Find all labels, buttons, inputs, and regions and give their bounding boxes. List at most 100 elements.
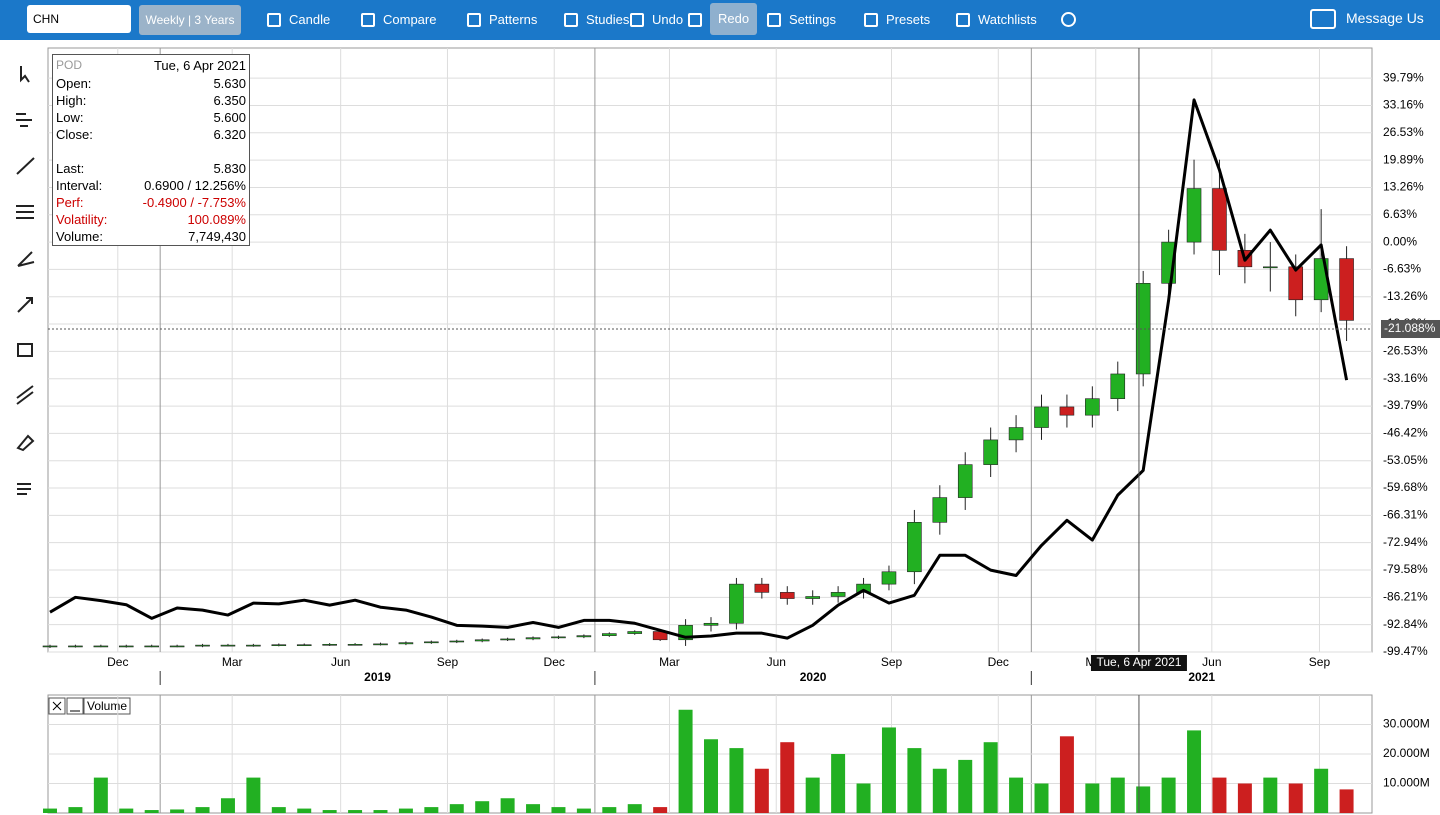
fib-tool[interactable] xyxy=(16,205,34,219)
toolbar-button[interactable]: Settings xyxy=(789,12,836,27)
channel-tool[interactable] xyxy=(16,385,34,405)
info-row: Interval: 0.6900 / 12.256% xyxy=(56,177,246,194)
volume-bar xyxy=(1161,777,1176,813)
drawing-tools[interactable] xyxy=(16,66,35,495)
button-icon xyxy=(767,13,781,27)
y-tick-label: -99.47% xyxy=(1383,644,1428,658)
volume-bar xyxy=(195,807,210,813)
annotate-tool[interactable] xyxy=(16,434,35,452)
line-tool[interactable] xyxy=(16,157,35,175)
info-value: 7,749,430 xyxy=(188,229,246,244)
info-date: Tue, 6 Apr 2021 xyxy=(153,58,246,73)
candle-body xyxy=(246,644,261,647)
crosshair-tool[interactable] xyxy=(16,113,32,127)
button-icon xyxy=(267,13,281,27)
button-icon xyxy=(688,13,702,27)
volume-bar xyxy=(500,798,515,813)
volume-bar xyxy=(932,768,947,813)
candle-body xyxy=(805,596,820,599)
candle-body xyxy=(398,642,414,645)
interval-button[interactable]: Weekly | 3 Years xyxy=(139,5,241,35)
volume-bar xyxy=(119,808,134,813)
legend-label-box xyxy=(83,697,131,715)
y-tick-label: 13.26% xyxy=(1383,180,1424,194)
candle-body xyxy=(602,633,617,636)
toolbar-button[interactable]: Patterns xyxy=(489,12,538,27)
x-tick-label: Sep xyxy=(881,655,903,669)
volume-bar xyxy=(348,810,363,813)
candle-body xyxy=(754,583,770,593)
y-tick-label: 30.000M xyxy=(1383,717,1430,731)
info-label: Last: xyxy=(56,161,85,176)
y-tick-label: -72.94% xyxy=(1383,535,1428,549)
pointer-tool[interactable] xyxy=(20,66,30,83)
volume-bar xyxy=(856,783,871,813)
close-icon xyxy=(52,701,62,711)
info-value: 100.089% xyxy=(187,212,246,227)
y-tick-label: -53.05% xyxy=(1383,453,1428,467)
toolbar-button[interactable]: Redo xyxy=(710,3,758,35)
y-tick-label: -6.63% xyxy=(1383,262,1421,276)
button-icon xyxy=(361,13,375,27)
x-tick-label: Dec xyxy=(544,655,565,669)
volume-bar xyxy=(271,807,286,813)
volume-bar xyxy=(297,808,312,813)
refresh-icon[interactable] xyxy=(1061,12,1076,27)
candle-body xyxy=(424,641,439,644)
candle-body xyxy=(729,583,744,624)
volume-bar xyxy=(43,808,57,813)
toolbar-button[interactable]: Watchlists xyxy=(978,12,1037,27)
y-tick-label: -46.42% xyxy=(1383,426,1428,440)
candle-body xyxy=(576,635,592,638)
candle-body xyxy=(500,638,515,641)
message-us[interactable]: Message Us xyxy=(1346,10,1424,26)
y-tick-label: -66.31% xyxy=(1383,508,1428,522)
minimize-box[interactable] xyxy=(66,697,84,715)
candle-body xyxy=(68,645,83,648)
fan-tool[interactable] xyxy=(17,251,35,267)
volume-bar xyxy=(424,807,439,813)
volume-bar xyxy=(1339,789,1354,813)
list-tool[interactable] xyxy=(17,483,31,495)
volume-bar xyxy=(653,807,668,813)
y-tick-label: -59.68% xyxy=(1383,480,1428,494)
volume-bar xyxy=(398,808,413,813)
info-label: Open: xyxy=(56,76,92,91)
volume-bar xyxy=(1110,777,1125,813)
volume-bar xyxy=(1288,783,1303,813)
volume-bar xyxy=(678,709,693,813)
info-value: -0.4900 / -7.753% xyxy=(142,195,246,210)
price-panel xyxy=(47,47,1373,653)
toolbar-button[interactable]: Undo xyxy=(652,12,684,27)
symbol-input[interactable]: CHN xyxy=(27,5,131,33)
candle-body xyxy=(881,571,897,585)
arrow-tool[interactable] xyxy=(17,297,33,313)
candle-body xyxy=(322,643,337,646)
y-tick-label: 6.63% xyxy=(1383,207,1417,221)
candle-body xyxy=(118,645,134,648)
info-row: Volume: 7,749,430 xyxy=(56,228,246,245)
volume-bar xyxy=(983,742,998,813)
button-icon xyxy=(956,13,970,27)
candle-body xyxy=(144,645,159,648)
toolbar-button[interactable]: Studies xyxy=(586,12,630,27)
candle-body xyxy=(474,639,490,642)
candle-body xyxy=(1212,188,1227,251)
candle-body xyxy=(1186,188,1202,243)
volume-bar xyxy=(831,754,846,813)
info-label: Perf: xyxy=(56,195,84,210)
volume-bar xyxy=(1085,783,1100,813)
toolbar-button[interactable]: Compare xyxy=(383,12,437,27)
volume-bar xyxy=(576,808,591,813)
info-label: High: xyxy=(56,93,87,108)
toolbar-button[interactable]: Candle xyxy=(289,12,331,27)
volume-bar xyxy=(729,748,744,813)
toolbar-button[interactable]: Presets xyxy=(886,12,931,27)
candle-body xyxy=(1085,398,1100,416)
y-tick-label: -79.58% xyxy=(1383,562,1428,576)
candle-body xyxy=(195,644,210,647)
y-tick-label: 20.000M xyxy=(1383,746,1430,760)
rect-tool[interactable] xyxy=(17,343,33,357)
year-label: 2021 xyxy=(1188,670,1215,684)
